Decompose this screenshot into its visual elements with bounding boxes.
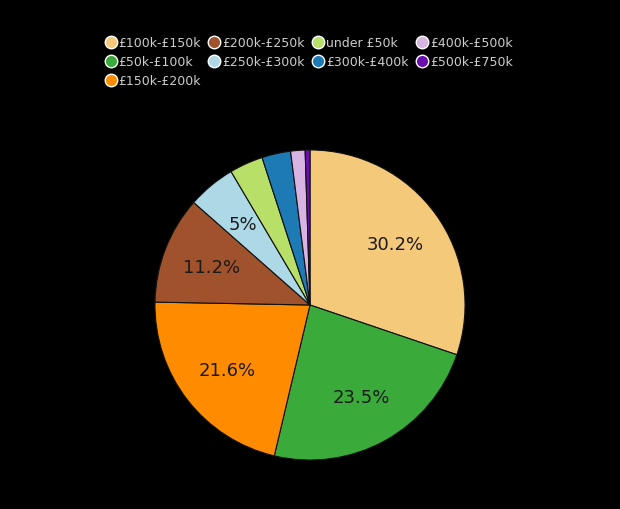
Text: 21.6%: 21.6% bbox=[198, 361, 255, 379]
Wedge shape bbox=[155, 203, 310, 305]
Wedge shape bbox=[310, 151, 465, 355]
Text: 23.5%: 23.5% bbox=[332, 388, 390, 406]
Wedge shape bbox=[274, 305, 457, 460]
Wedge shape bbox=[291, 151, 310, 305]
Wedge shape bbox=[231, 158, 310, 305]
Wedge shape bbox=[262, 152, 310, 305]
Text: 30.2%: 30.2% bbox=[367, 235, 424, 253]
Legend: £100k-£150k, £50k-£100k, £150k-£200k, £200k-£250k, £250k-£300k, under £50k, £300: £100k-£150k, £50k-£100k, £150k-£200k, £2… bbox=[104, 33, 516, 92]
Wedge shape bbox=[155, 302, 310, 456]
Text: 11.2%: 11.2% bbox=[183, 258, 241, 276]
Text: 5%: 5% bbox=[229, 215, 257, 233]
Wedge shape bbox=[193, 172, 310, 305]
Wedge shape bbox=[305, 151, 310, 305]
